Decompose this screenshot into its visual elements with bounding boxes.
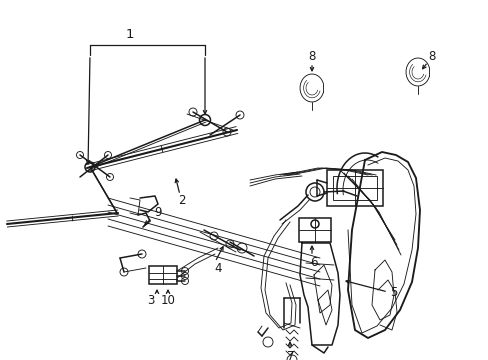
Text: 8: 8 <box>427 50 435 63</box>
Bar <box>326 170 382 206</box>
Text: 5: 5 <box>389 285 397 298</box>
Text: 9: 9 <box>154 207 162 220</box>
Text: 3: 3 <box>147 294 154 307</box>
Bar <box>149 266 177 284</box>
Text: 7: 7 <box>286 350 294 360</box>
Text: 1: 1 <box>125 28 134 41</box>
Text: 6: 6 <box>309 256 317 269</box>
Text: 4: 4 <box>214 261 221 274</box>
Bar <box>298 218 330 242</box>
Text: 8: 8 <box>307 50 315 63</box>
Bar <box>332 176 376 200</box>
Text: 10: 10 <box>160 294 175 307</box>
Text: 2: 2 <box>178 194 185 207</box>
